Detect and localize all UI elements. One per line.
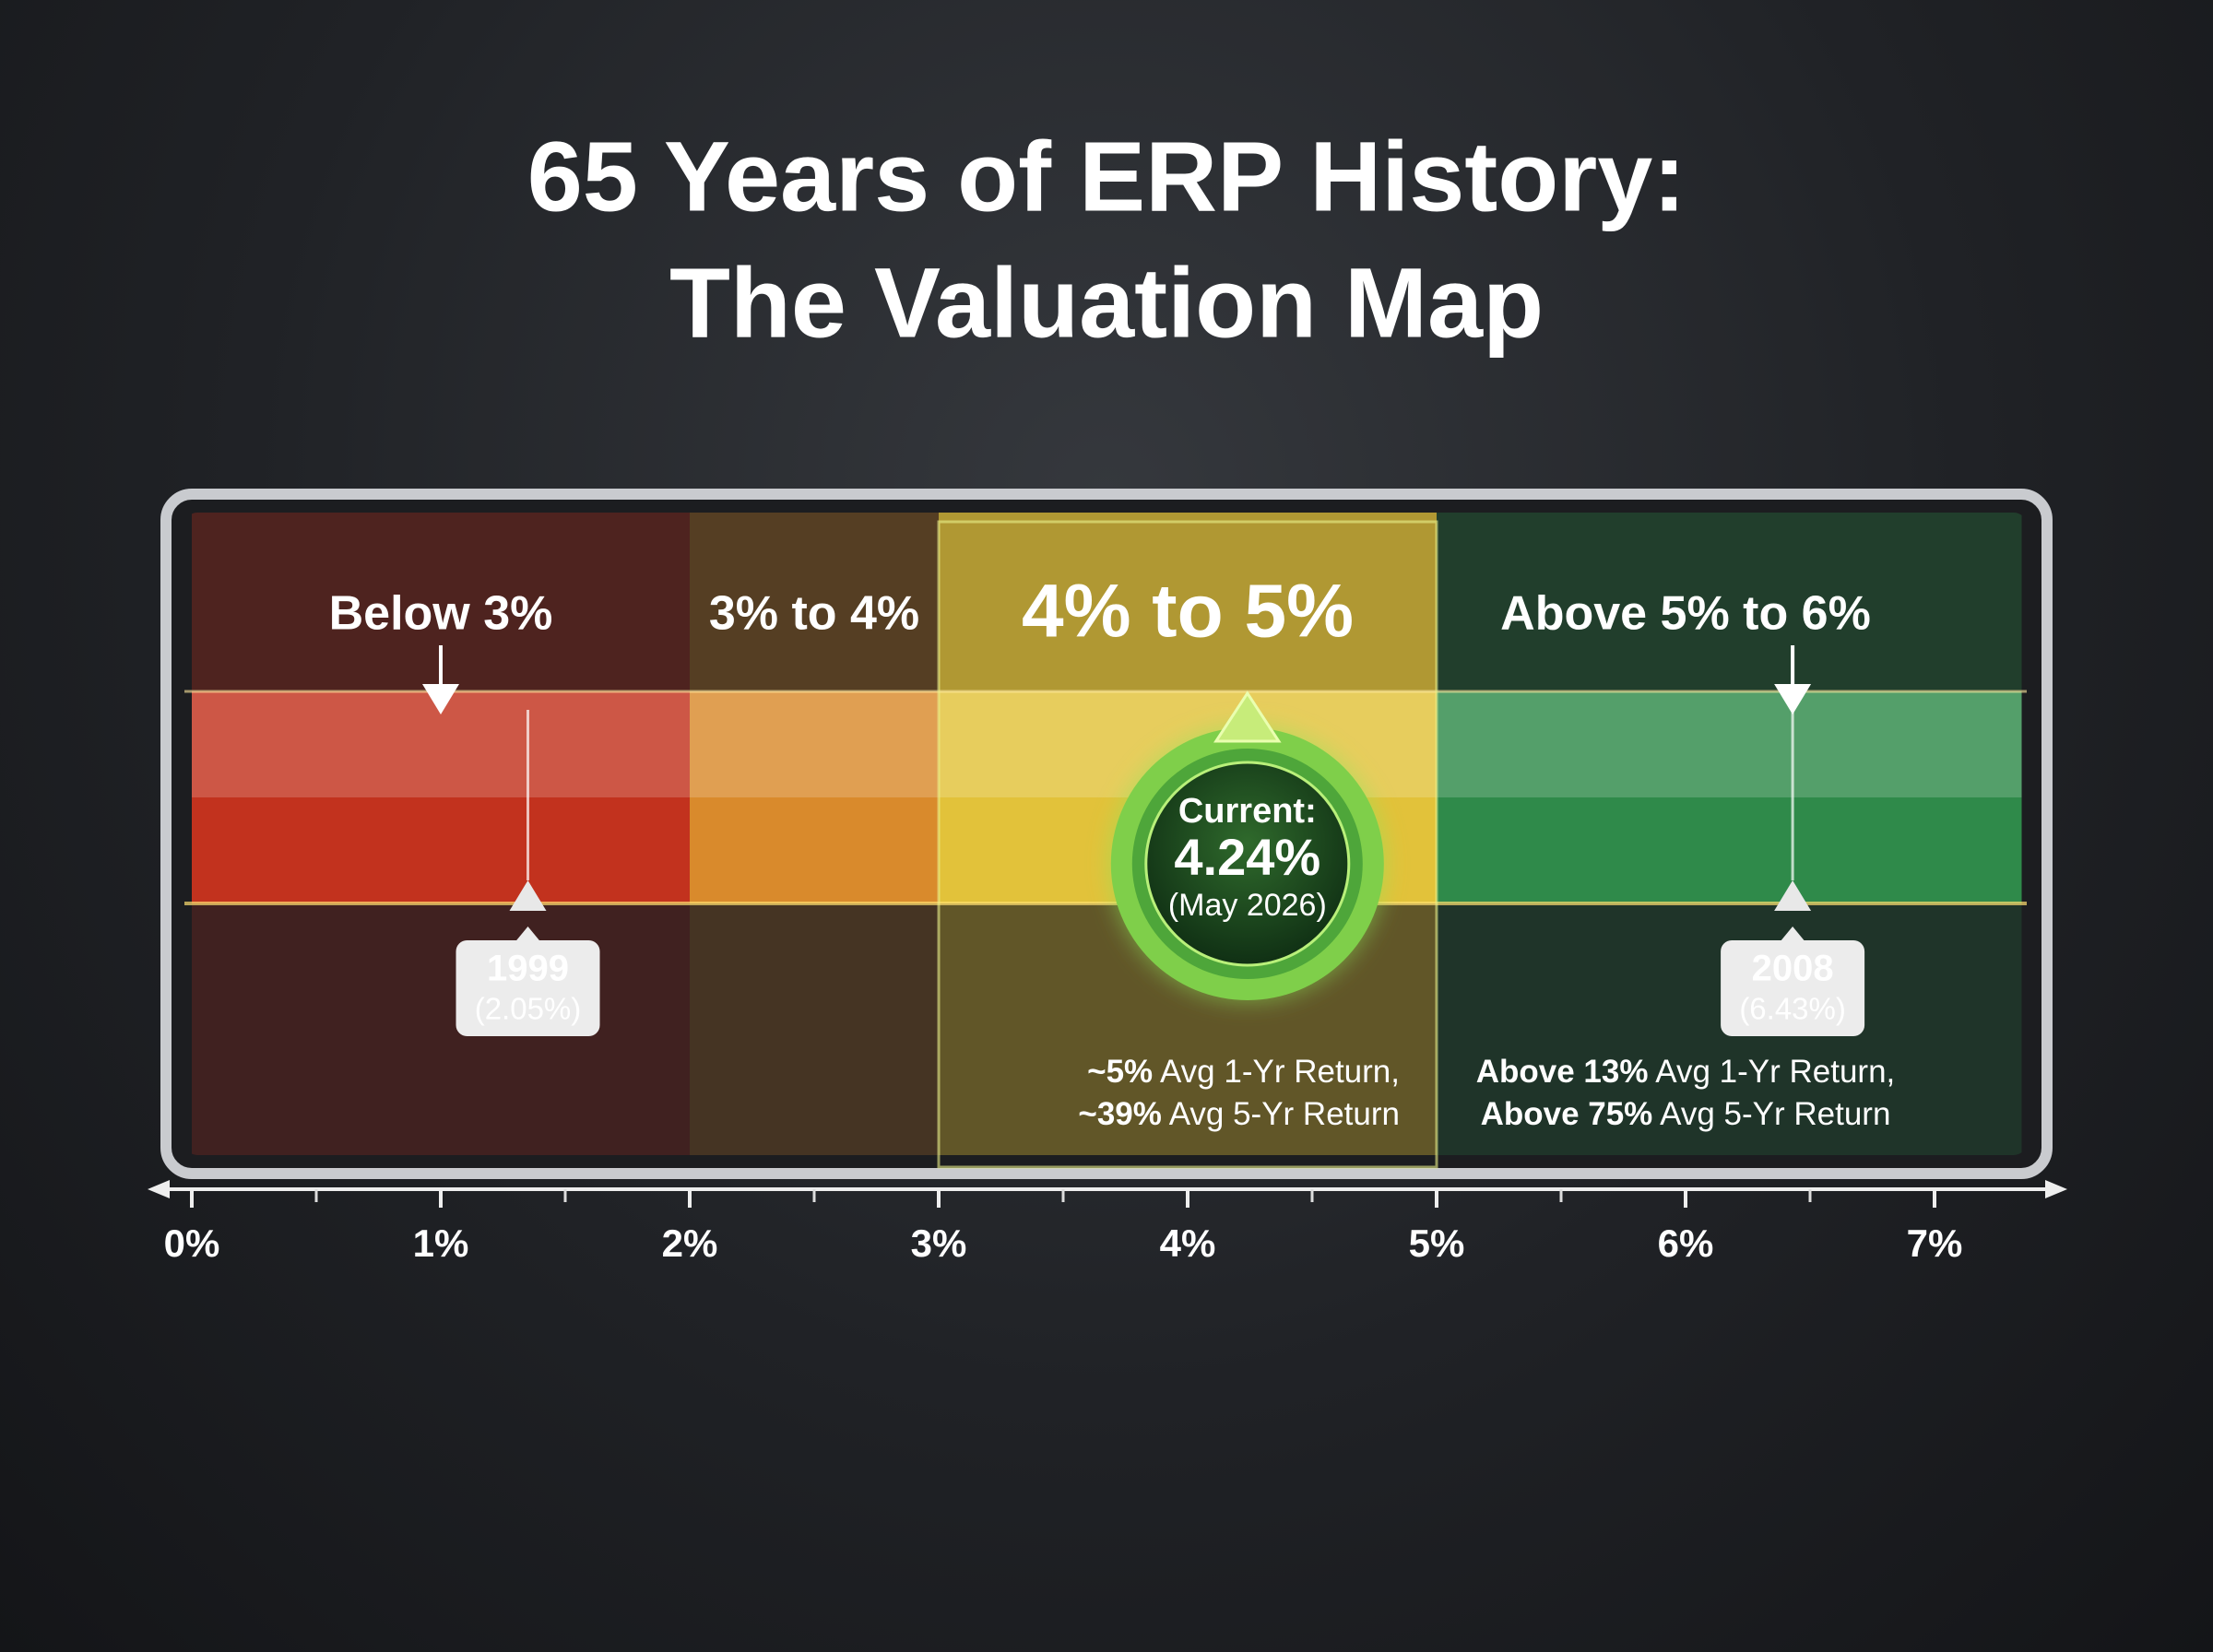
zone-stat: ~39% Avg 5-Yr Return [1078, 1096, 1400, 1132]
marker-label: 2008 [1752, 949, 1834, 989]
x-tick-label: 4% [1160, 1221, 1216, 1265]
stat-text: Avg 1-Yr Return, [1160, 1054, 1400, 1090]
x-tick-label: 0% [164, 1221, 220, 1265]
zone-label: 4% to 5% [1022, 570, 1354, 654]
zone-arrow-head [422, 684, 459, 714]
zone-lower [690, 903, 939, 1155]
marker-arrow-head [1774, 684, 1812, 714]
stat-text: Avg 5-Yr Return [1169, 1096, 1400, 1132]
stat-emphasis: Above 13% [1476, 1054, 1649, 1090]
x-tick-label: 2% [662, 1221, 718, 1265]
zone-stat: ~5% Avg 1-Yr Return, [1087, 1054, 1400, 1090]
stat-emphasis: ~39% [1078, 1096, 1162, 1132]
marker-pointer [509, 880, 547, 911]
zone-label: 3% to 4% [709, 587, 919, 641]
current-value: 4.24% [1174, 828, 1320, 886]
marker-pointer [1774, 880, 1812, 911]
zone-upper [690, 513, 939, 691]
overlay: Below 3% 3% to 4% 4% to 5% ~5% Avg 1-Yr Ret… [148, 520, 2067, 1265]
zone-stat: Above 75% Avg 5-Yr Return [1481, 1096, 1891, 1132]
zone-upper [1437, 513, 2022, 691]
zone-band-sheen [1437, 691, 2022, 797]
stat-emphasis: Above 75% [1481, 1096, 1653, 1132]
zone-upper [939, 513, 1437, 691]
marker-label: 1999 [487, 949, 569, 989]
x-tick-label: 3% [911, 1221, 967, 1265]
zone-stat: Above 13% Avg 1-Yr Return, [1476, 1054, 1896, 1090]
marker-value: (2.05%) [475, 992, 582, 1026]
axis-arrow [2045, 1180, 2067, 1198]
zone-band [192, 691, 690, 903]
zone-label: Below 3% [329, 587, 553, 641]
marker-box [1721, 940, 1865, 1036]
title-line: The Valuation Map [669, 247, 1544, 359]
title-line: 65 Years of ERP History: [527, 121, 1686, 232]
x-tick-label: 7% [1907, 1221, 1963, 1265]
zone-highlight [937, 520, 1438, 1169]
zone-label: Above 5% to 6% [1500, 587, 1871, 641]
zone-band-sheen [690, 691, 939, 797]
marker-box-tip [515, 926, 541, 942]
zone-band [690, 691, 939, 903]
stat-text: Avg 5-Yr Return [1660, 1096, 1890, 1132]
marker-box-tip [1780, 926, 1806, 942]
zone-band [1437, 691, 2022, 903]
x-tick-label: 5% [1409, 1221, 1465, 1265]
current-label: Current: [1178, 792, 1317, 831]
x-tick-label: 1% [413, 1221, 469, 1265]
x-tick-label: 6% [1658, 1221, 1714, 1265]
stat-emphasis: ~5% [1087, 1054, 1153, 1090]
axis-arrow [148, 1180, 170, 1198]
current-pointer [1213, 690, 1282, 743]
current-disc [1144, 761, 1351, 967]
current-note: (May 2026) [1168, 888, 1327, 923]
marker-box [456, 940, 600, 1036]
stat-text: Avg 1-Yr Return, [1655, 1054, 1895, 1090]
zone-lower [192, 903, 690, 1155]
marker-value: (6.43%) [1739, 992, 1846, 1026]
